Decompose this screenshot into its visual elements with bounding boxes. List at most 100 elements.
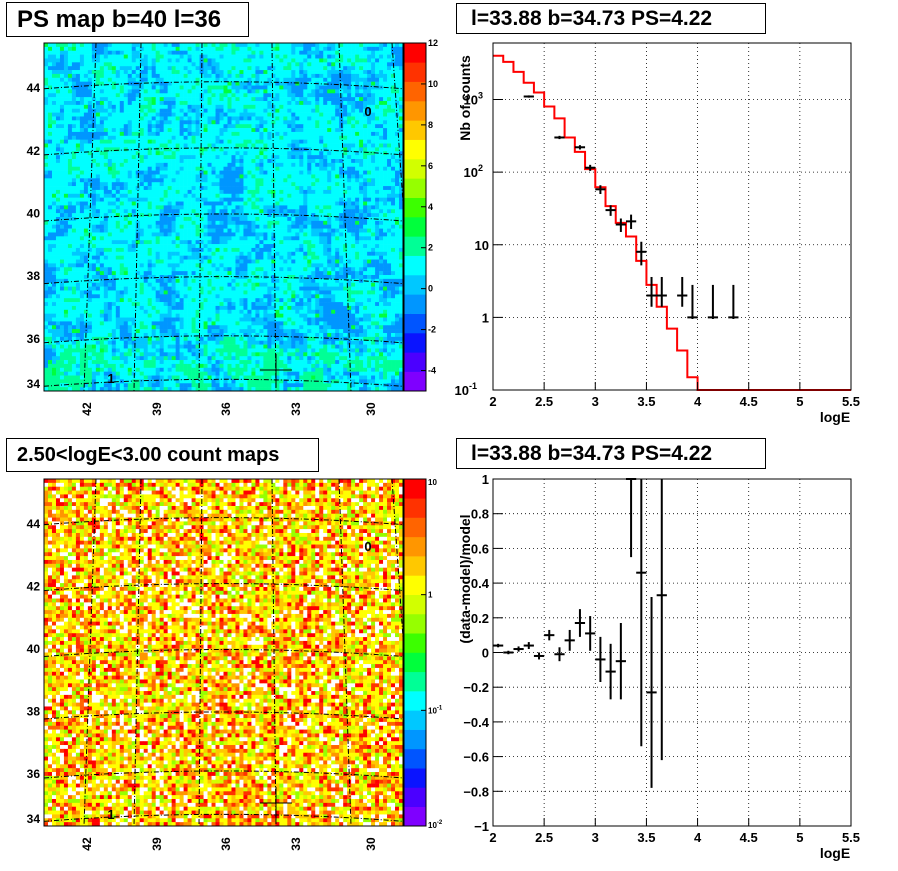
ps-map-cell	[283, 120, 288, 125]
ps-map-cell	[235, 197, 240, 202]
ps-map-cell	[63, 50, 69, 55]
ps-map-cell	[295, 124, 300, 129]
ps-map-cell	[127, 247, 133, 253]
ps-map-cell	[251, 116, 256, 121]
ps-map-cell	[391, 155, 396, 160]
ps-map-cell	[51, 193, 57, 198]
ps-map-cell	[383, 46, 388, 52]
ps-map-cell	[183, 236, 188, 241]
ps-map-cell	[207, 120, 212, 125]
ps-map-cell	[131, 58, 137, 63]
ps-map-cell	[351, 77, 356, 82]
ps-map-cell	[63, 236, 69, 241]
ps-map-cell	[211, 197, 216, 202]
ps-map-cell	[47, 236, 53, 241]
ps-map-cell	[59, 73, 65, 79]
ps-map-cell	[315, 189, 320, 195]
ps-map-cell	[55, 244, 61, 249]
ps-map-cell	[343, 97, 348, 102]
ps-map-cell	[143, 116, 149, 121]
ps-map-cell	[107, 77, 113, 82]
ps-map-cell	[295, 209, 300, 214]
ps-map-cell	[159, 151, 164, 156]
ps-map-cell	[163, 97, 168, 102]
ps-map-cell	[307, 93, 312, 98]
ps-map-cell	[267, 128, 272, 133]
ps-map-cell	[151, 201, 156, 206]
ps-map-cell	[375, 46, 380, 52]
ps-map-cell	[371, 155, 376, 160]
ps-map-cell	[311, 166, 316, 171]
ps-map-cell	[51, 247, 57, 253]
ps-map-cell	[44, 54, 49, 59]
ps-map-cell	[123, 131, 129, 137]
ps-map-cell	[255, 247, 260, 253]
ps-map-cell	[299, 178, 304, 183]
ps-map-cell	[359, 58, 364, 63]
ps-map-cell	[331, 220, 336, 226]
ps-map-cell	[395, 85, 400, 90]
ps-map-cell	[255, 73, 260, 79]
ps-map-cell	[371, 236, 376, 241]
ps-map-cell	[363, 66, 368, 71]
ps-map-cell	[299, 62, 304, 67]
ps-map-cell	[63, 162, 69, 168]
ps-map-cell	[291, 217, 296, 222]
ps-map-cell	[231, 236, 236, 241]
ps-map-cell	[223, 162, 228, 168]
ps-map-cell	[263, 101, 268, 106]
ps-map-cell	[83, 81, 89, 86]
ps-map-cell	[235, 46, 240, 52]
ps-map-cell	[163, 89, 168, 94]
ps-map-cell	[123, 236, 129, 241]
ps-map-cell	[215, 66, 220, 71]
ps-map-cell	[243, 236, 248, 241]
ps-map-cell	[127, 197, 133, 202]
ps-map-cell	[171, 155, 176, 160]
ps-map-cell	[223, 143, 228, 148]
ps-map-cell	[79, 93, 85, 98]
ps-map-cell	[283, 247, 288, 253]
ps-map-cell	[271, 220, 276, 226]
ps-map-cell	[263, 236, 268, 241]
ps-map-cell	[251, 209, 256, 214]
ps-map-cell	[119, 174, 125, 179]
ps-map-cell	[379, 186, 384, 191]
ps-map-cell	[67, 224, 73, 229]
ps-map-cell	[259, 166, 264, 171]
ps-map-cell	[75, 58, 81, 63]
ps-map-cell	[131, 228, 137, 233]
ps-map-cell	[47, 209, 53, 214]
ps-map-cell	[215, 224, 220, 229]
ps-map-cell	[63, 58, 69, 63]
ps-map-cell	[371, 162, 376, 168]
ps-map-cell	[47, 197, 53, 202]
ps-map-cell	[163, 85, 168, 90]
ps-map-cell	[63, 66, 69, 71]
ps-map-cell	[44, 93, 49, 98]
ps-map-cell	[59, 128, 65, 133]
ps-map-cell	[383, 70, 388, 75]
ps-map-cell	[131, 255, 137, 260]
ps-map-cell	[95, 247, 101, 253]
ps-map-cell	[167, 217, 172, 222]
ps-map-cell	[299, 162, 304, 168]
ps-map-cell	[151, 189, 156, 195]
ps-map-cell	[207, 247, 212, 253]
ps-map-cell	[103, 50, 109, 55]
ps-map-cell	[307, 135, 312, 140]
ps-map-cell	[315, 43, 320, 48]
ps-map-cell	[299, 135, 304, 140]
ps-map-cell	[87, 182, 93, 187]
ps-map-cell	[243, 43, 248, 48]
ps-map-cell	[203, 197, 208, 202]
ps-map-cell	[291, 247, 296, 253]
ps-map-cell	[139, 46, 145, 52]
ps-map-cell	[279, 193, 284, 198]
ps-map-cell	[323, 193, 328, 198]
ps-map-cell	[111, 104, 117, 110]
ps-map-cell	[147, 58, 152, 63]
ps-map-cell	[263, 182, 268, 187]
ps-map-cell	[111, 89, 117, 94]
ps-map-cell	[315, 170, 320, 175]
